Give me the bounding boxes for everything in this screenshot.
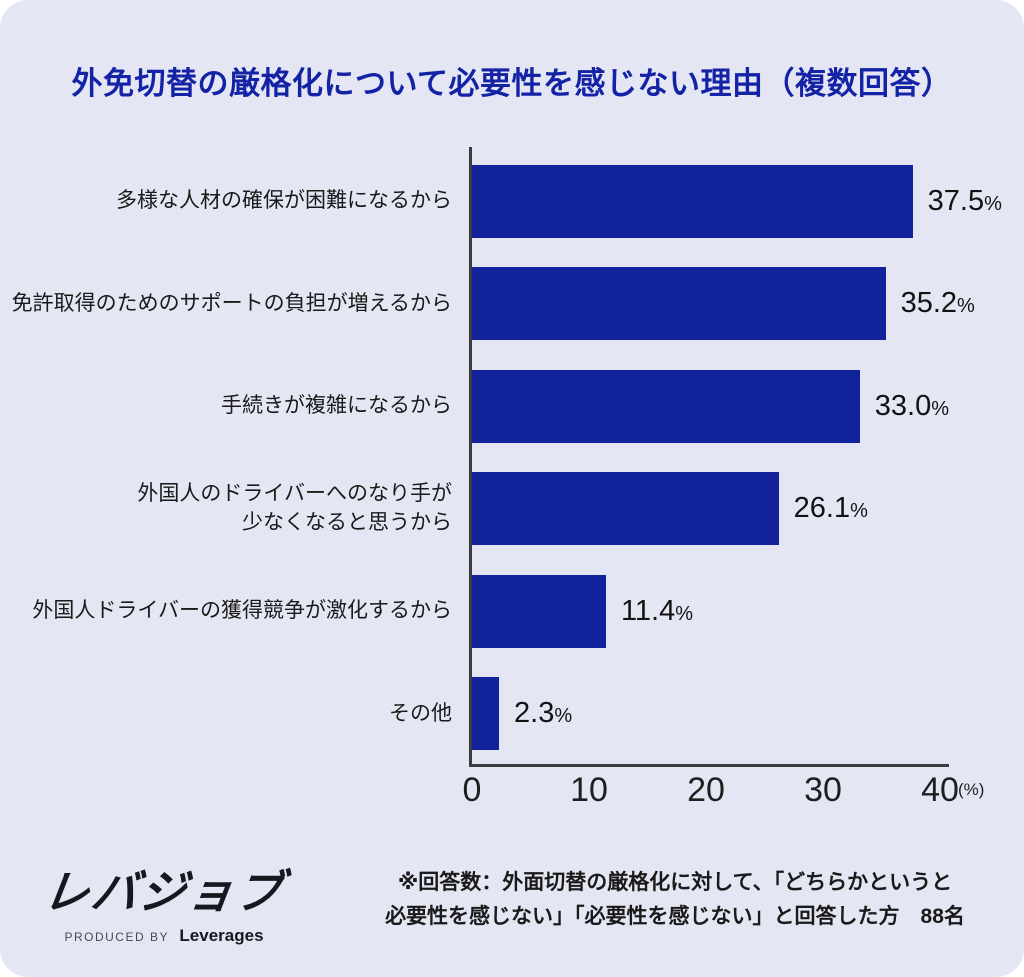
percent-sign: % xyxy=(554,705,573,728)
bar xyxy=(472,472,779,546)
x-tick-label: 40 xyxy=(921,771,959,809)
x-axis-unit-label: (%) xyxy=(958,780,985,799)
bar xyxy=(472,574,606,648)
bar-plot-area: 37.5% 35.2% 33.0% 26.1% 11.4% 2.3% xyxy=(472,150,1024,765)
x-axis-line xyxy=(469,764,949,767)
percent-sign: % xyxy=(957,295,975,318)
category-label: 免許取得のためのサポートの負担が増えるから xyxy=(11,291,452,315)
percent-sign: % xyxy=(984,192,1002,215)
value-label: 33.0% xyxy=(874,389,949,422)
category-label: 外国人のドライバーへのなり手が 少なくなると思うから xyxy=(137,482,452,534)
category-label: 多様な人材の確保が困難になるから xyxy=(116,189,452,213)
levajob-logo: レバジョブ PRODUCED BY Leverages xyxy=(40,856,287,946)
chart-title: 外免切替の厳格化について必要性を感じない理由（複数回答） xyxy=(71,66,953,101)
bar-row: 35.2% xyxy=(472,253,1024,356)
bar-row: 2.3% xyxy=(472,663,1024,766)
value-label: 35.2% xyxy=(900,287,975,320)
value-label: 26.1% xyxy=(793,492,868,525)
x-tick-label: 20 xyxy=(687,771,725,809)
value-label: 11.4% xyxy=(620,594,694,627)
bar xyxy=(472,677,500,751)
category-label: その他 xyxy=(389,701,452,725)
bar-row: 11.4% xyxy=(472,560,1024,663)
percent-sign: % xyxy=(931,397,949,420)
category-label: 手続きが複雑になるから xyxy=(221,394,452,418)
leverages-brand-label: Leverages xyxy=(179,926,264,945)
bar xyxy=(472,369,860,443)
bar-row: 26.1% xyxy=(472,458,1024,561)
category-labels: 多様な人材の確保が困難になるから 免許取得のためのサポートの負担が増えるから 手… xyxy=(0,150,452,765)
x-tick-label: 0 xyxy=(462,771,482,809)
value-label: 2.3% xyxy=(514,697,573,730)
x-tick-label: 10 xyxy=(570,771,608,809)
percent-sign: % xyxy=(675,602,694,625)
bar xyxy=(472,267,886,341)
y-axis-line xyxy=(469,147,472,767)
logo-wordmark: レバジョブ xyxy=(39,866,288,918)
survey-footnote: ※回答数：外面切替の厳格化に対して、「どちらかというと 必要性を感じない」「必要… xyxy=(385,871,965,929)
bar-row: 33.0% xyxy=(472,355,1024,458)
produced-by-label: PRODUCED BY xyxy=(64,930,169,944)
bar xyxy=(472,164,913,238)
logo-subtitle: PRODUCED BY Leverages xyxy=(44,926,284,946)
bar-row: 37.5% xyxy=(472,150,1024,253)
percent-sign: % xyxy=(850,500,868,523)
x-tick-label: 30 xyxy=(804,771,842,809)
category-label: 外国人ドライバーの獲得競争が激化するから xyxy=(32,599,452,623)
value-label: 37.5% xyxy=(927,184,1002,217)
